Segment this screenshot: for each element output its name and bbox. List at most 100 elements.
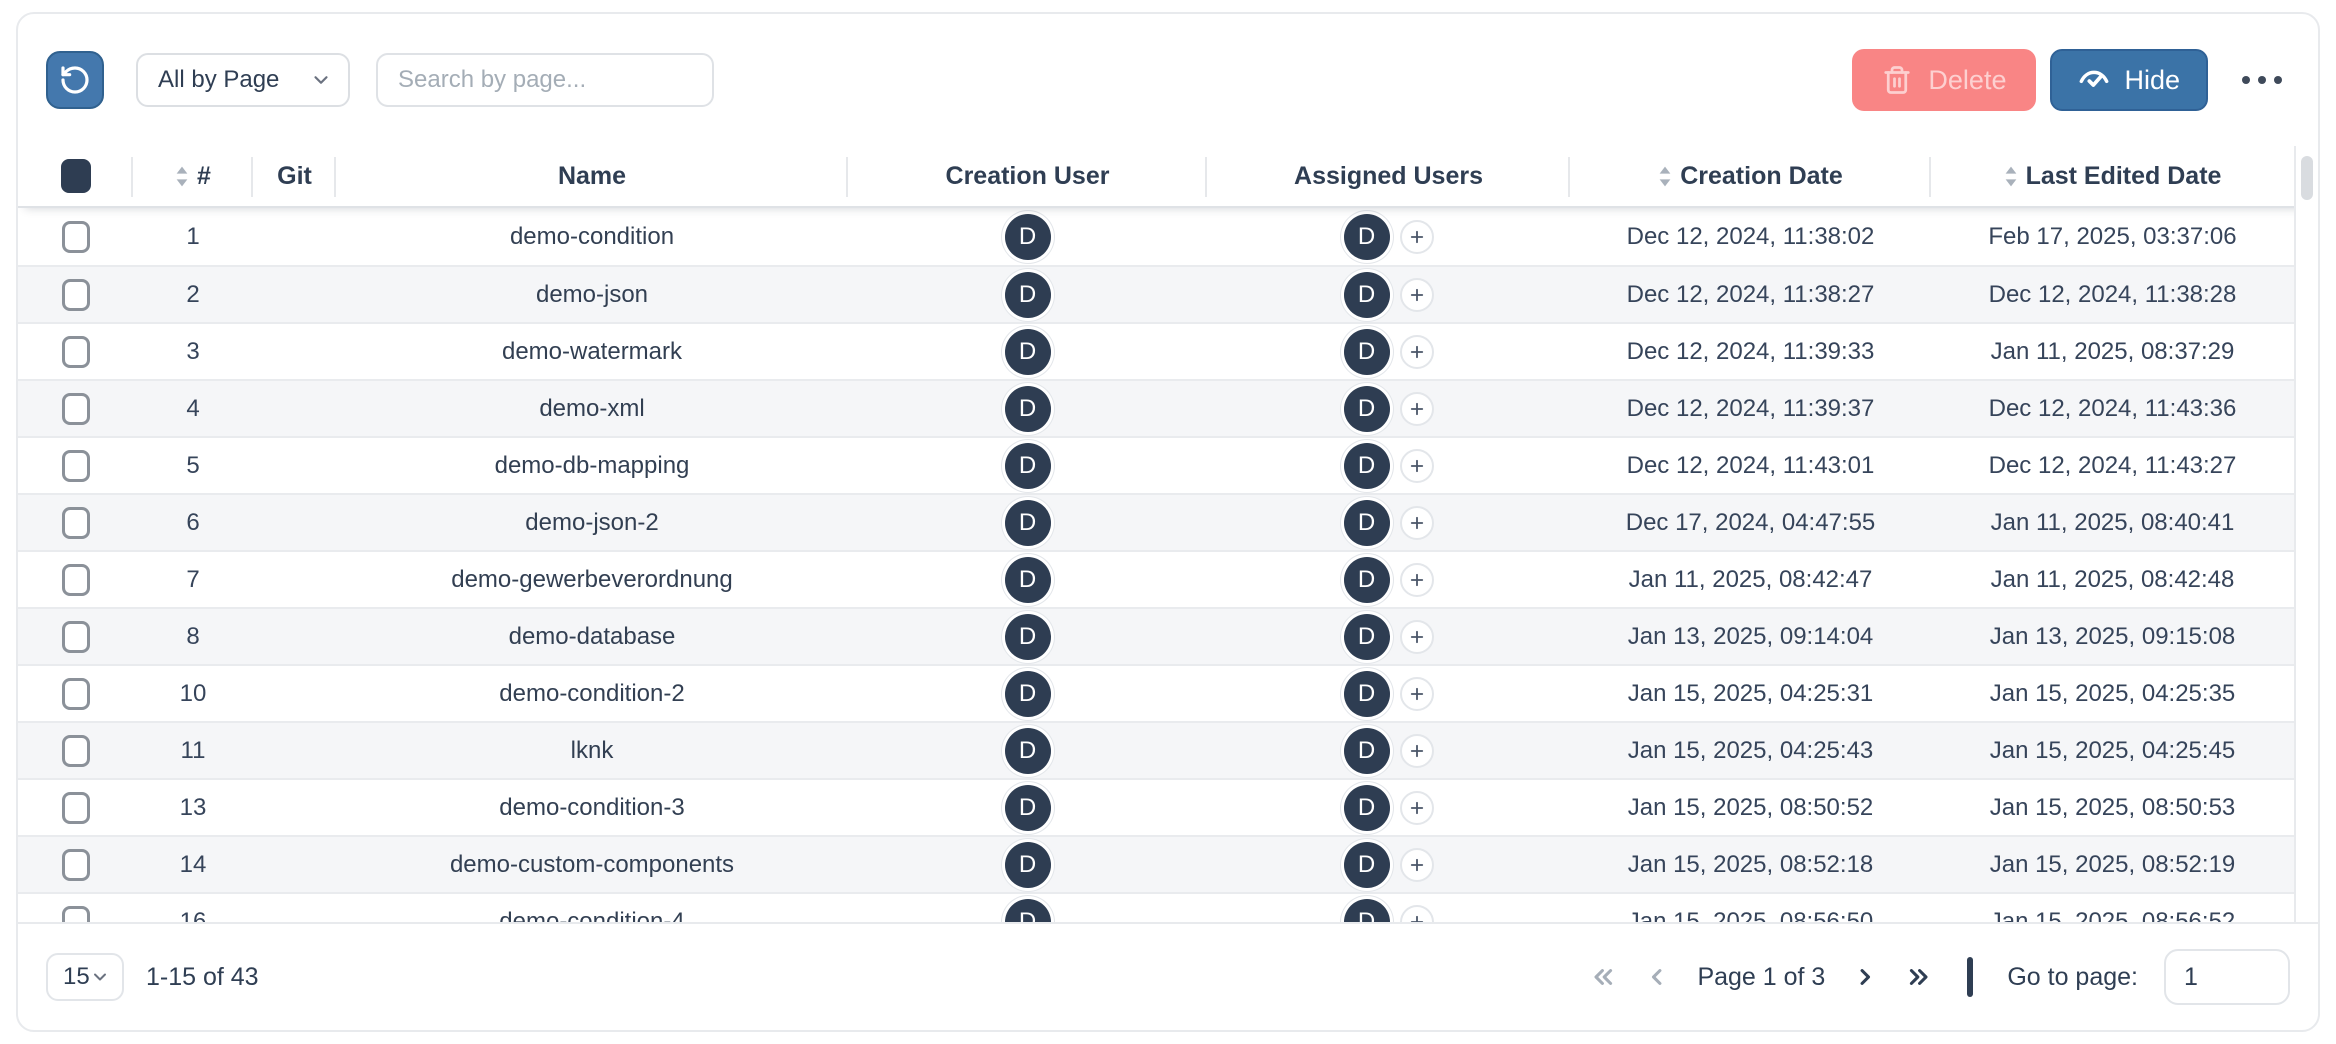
pages-table: # Git Name Creation User Assigned Users … [18, 146, 2318, 924]
row-number: 13 [179, 793, 207, 821]
filter-select[interactable]: All by Page [136, 53, 350, 107]
row-page-name[interactable]: demo-json [535, 280, 649, 308]
row-checkbox[interactable] [61, 905, 90, 922]
last-page-button[interactable] [1905, 963, 1933, 991]
creator-avatar[interactable]: D [1004, 499, 1051, 546]
row-checkbox[interactable] [61, 848, 90, 881]
row-checkbox[interactable] [61, 449, 90, 482]
row-checkbox-cell [18, 449, 133, 482]
add-assignee-button[interactable] [1399, 676, 1434, 711]
creator-avatar[interactable]: D [1004, 556, 1051, 603]
creator-avatar[interactable]: D [1004, 442, 1051, 489]
delete-button[interactable]: Delete [1852, 49, 2037, 111]
assigned-avatar[interactable]: D [1343, 385, 1390, 432]
table-row: 13 demo-condition-3 D D Jan 15, 2025, 08… [18, 778, 2318, 835]
row-checkbox-cell [18, 563, 133, 596]
creator-avatar[interactable]: D [1004, 841, 1051, 888]
row-checkbox[interactable] [61, 335, 90, 368]
table-row: 1 demo-condition D D Dec 12, 2024, 11:38… [18, 208, 2318, 265]
pagination-footer: 15 1-15 of 43 Page 1 of 3 Go to page: [18, 924, 2318, 1030]
creator-avatar[interactable]: D [1004, 213, 1051, 260]
row-checkbox[interactable] [61, 620, 90, 653]
row-creation-date: Jan 15, 2025, 04:25:31 [1627, 679, 1874, 707]
row-page-name[interactable]: demo-custom-components [449, 850, 735, 878]
assigned-avatar[interactable]: D [1343, 670, 1390, 717]
creator-avatar[interactable]: D [1004, 385, 1051, 432]
header-creation-date[interactable]: Creation Date [1570, 146, 1931, 206]
assigned-avatar[interactable]: D [1343, 213, 1390, 260]
page-size-select[interactable]: 15 [46, 953, 124, 1001]
add-assignee-button[interactable] [1399, 505, 1434, 540]
refresh-button[interactable] [46, 51, 104, 109]
row-page-name[interactable]: demo-gewerbeverordnung [451, 565, 733, 593]
assigned-avatar[interactable]: D [1343, 613, 1390, 660]
row-last-edited-date: Dec 12, 2024, 11:43:27 [1988, 451, 2237, 479]
row-checkbox[interactable] [61, 791, 90, 824]
add-assignee-button[interactable] [1399, 733, 1434, 768]
creator-avatar[interactable]: D [1004, 898, 1051, 922]
row-last-edited-date: Jan 15, 2025, 08:56:52 [1989, 907, 2236, 923]
previous-page-button[interactable] [1643, 963, 1671, 991]
row-page-name[interactable]: demo-db-mapping [494, 451, 690, 479]
row-checkbox-cell [18, 677, 133, 710]
add-assignee-button[interactable] [1399, 562, 1434, 597]
creator-avatar[interactable]: D [1004, 271, 1051, 318]
assigned-avatar[interactable]: D [1343, 841, 1390, 888]
add-assignee-button[interactable] [1399, 334, 1434, 369]
hide-button[interactable]: Hide [2050, 49, 2208, 111]
row-checkbox[interactable] [61, 677, 90, 710]
row-page-name[interactable]: demo-watermark [501, 337, 683, 365]
row-checkbox[interactable] [61, 734, 90, 767]
row-page-name[interactable]: demo-condition-3 [499, 793, 685, 821]
row-page-name[interactable]: demo-condition-2 [499, 679, 685, 707]
chevron-right-icon [1860, 969, 1871, 985]
add-assignee-button[interactable] [1399, 277, 1434, 312]
row-page-name[interactable]: demo-condition-4 [499, 907, 685, 923]
row-page-name[interactable]: demo-database [508, 622, 676, 650]
row-checkbox[interactable] [61, 220, 90, 253]
add-assignee-button[interactable] [1399, 790, 1434, 825]
creator-avatar[interactable]: D [1004, 727, 1051, 774]
assigned-avatar[interactable]: D [1343, 499, 1390, 546]
row-checkbox[interactable] [61, 506, 90, 539]
assigned-avatar[interactable]: D [1343, 898, 1390, 922]
row-assigned-users: D [1207, 271, 1570, 318]
assigned-avatar[interactable]: D [1343, 556, 1390, 603]
sort-arrows-icon [176, 166, 188, 186]
add-assignee-button[interactable] [1399, 219, 1434, 254]
add-assignee-button[interactable] [1399, 391, 1434, 426]
add-assignee-button[interactable] [1399, 847, 1434, 882]
row-checkbox[interactable] [61, 392, 90, 425]
creator-avatar[interactable]: D [1004, 328, 1051, 375]
header-last-edited-date[interactable]: Last Edited Date [1931, 146, 2294, 206]
next-page-button[interactable] [1851, 963, 1879, 991]
add-assignee-button[interactable] [1399, 904, 1434, 922]
row-checkbox[interactable] [61, 563, 90, 596]
row-last-edited-date: Jan 13, 2025, 09:15:08 [1989, 622, 2236, 650]
creator-avatar[interactable]: D [1004, 670, 1051, 717]
more-actions-button[interactable] [2232, 66, 2292, 94]
assigned-avatar[interactable]: D [1343, 271, 1390, 318]
row-page-name[interactable]: lknk [570, 736, 614, 764]
assigned-avatar[interactable]: D [1343, 442, 1390, 489]
row-page-name[interactable]: demo-json-2 [525, 508, 659, 536]
goto-page-input[interactable] [2164, 949, 2290, 1005]
scrollbar-thumb[interactable] [2301, 156, 2313, 200]
select-all-checkbox[interactable] [60, 159, 91, 193]
first-page-button[interactable] [1589, 963, 1617, 991]
header-number[interactable]: # [133, 146, 253, 206]
plus-icon [1410, 687, 1423, 700]
add-assignee-button[interactable] [1399, 448, 1434, 483]
assigned-avatar[interactable]: D [1343, 727, 1390, 774]
search-input[interactable] [376, 53, 714, 107]
row-checkbox[interactable] [61, 278, 90, 311]
assigned-avatar[interactable]: D [1343, 328, 1390, 375]
creator-avatar[interactable]: D [1004, 613, 1051, 660]
row-creation-user: D [848, 670, 1207, 717]
plus-icon [1410, 573, 1423, 586]
creator-avatar[interactable]: D [1004, 784, 1051, 831]
row-page-name[interactable]: demo-condition [509, 222, 675, 250]
assigned-avatar[interactable]: D [1343, 784, 1390, 831]
row-page-name[interactable]: demo-xml [539, 394, 645, 422]
add-assignee-button[interactable] [1399, 619, 1434, 654]
